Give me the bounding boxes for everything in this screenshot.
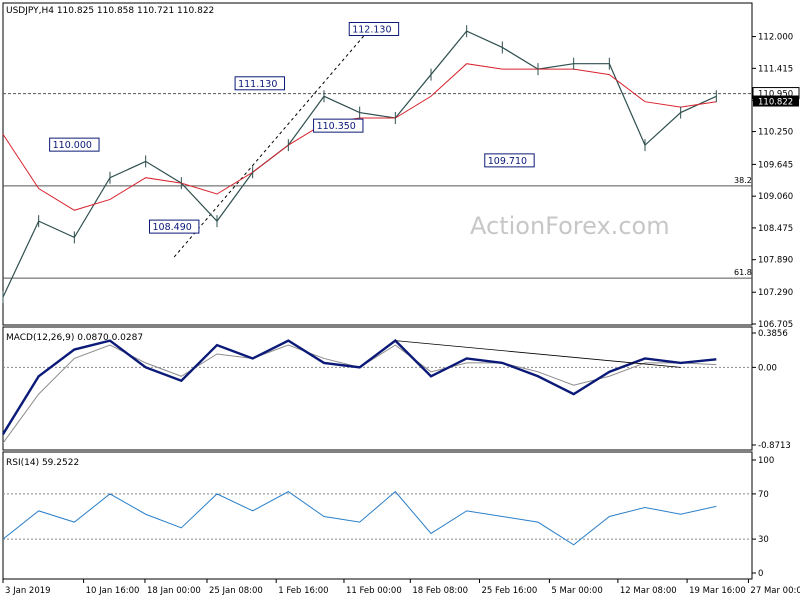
price-layer: 112.000111.415110.825110.250109.645109.0… xyxy=(2,22,800,330)
rsi-layer: 100 70 30 0 xyxy=(2,456,774,579)
swing-label-box xyxy=(348,22,400,37)
last-price-box xyxy=(753,95,799,107)
x-axis-label: 5 Mar 00:00 xyxy=(551,586,602,596)
macd-layer: 0.3856 0.00 -0.8713 xyxy=(1,329,791,451)
price-label: 110.950 xyxy=(758,90,793,100)
macd-tick-label: -0.8713 xyxy=(758,441,791,451)
fib-level-label: 61.8 xyxy=(734,268,752,277)
x-axis: 3 Jan 2019 10 Jan 16:00 18 Jan 00:00 25 Jan… xyxy=(2,579,800,596)
swing-label: 110.350 xyxy=(317,121,356,132)
last-price-label: 110.822 xyxy=(758,98,793,108)
swing-label: 109.710 xyxy=(488,156,527,167)
price-panel-title: USDJPY,H4 110.825 110.858 110.721 110.82… xyxy=(6,6,214,16)
price-tick-label: 107.290 xyxy=(758,288,793,298)
price-tick-label: 111.415 xyxy=(758,64,793,74)
x-axis-label: 27 Mar 00:00 xyxy=(750,586,800,596)
macd-tick-label: 0.00 xyxy=(758,363,777,373)
swing-label-box xyxy=(313,118,364,133)
macd-tick-label: 0.3856 xyxy=(758,329,788,339)
macd-panel-frame xyxy=(2,326,753,451)
macd-panel-title: MACD(12,26,9) 0.0870 0.0287 xyxy=(6,333,143,343)
swing-label: 112.130 xyxy=(352,25,391,36)
watermark: ActionForex.com xyxy=(470,212,670,240)
price-tick-label: 109.060 xyxy=(758,192,793,202)
x-axis-label: 18 Jan 00:00 xyxy=(147,586,201,596)
rsi-tick-label: 0 xyxy=(758,569,763,579)
x-axis-label: 1 Feb 16:00 xyxy=(278,586,328,596)
x-axis-label: 25 Feb 16:00 xyxy=(482,586,538,596)
swing-label-box xyxy=(149,219,200,234)
x-axis-label: 3 Jan 2019 xyxy=(5,586,51,596)
swing-label-box xyxy=(234,76,286,91)
x-axis-label: 10 Jan 16:00 xyxy=(86,586,140,596)
price-tick-label: 108.475 xyxy=(758,224,793,234)
macd-trendline xyxy=(395,340,681,368)
swing-label: 110.000 xyxy=(53,140,92,151)
rsi-tick-label: 100 xyxy=(758,456,774,466)
price-tick-label: 110.250 xyxy=(758,128,793,138)
x-axis-label: 19 Mar 16:00 xyxy=(689,586,746,596)
x-axis-label: 12 Mar 08:00 xyxy=(620,586,677,596)
price-tick-label: 112.000 xyxy=(758,33,793,43)
x-axis-label: 11 Feb 00:00 xyxy=(346,586,402,596)
rsi-tick-label: 30 xyxy=(758,535,769,545)
swing-label-box xyxy=(484,153,535,168)
macd-line xyxy=(1,339,717,435)
x-axis-label: 18 Feb 08:00 xyxy=(412,586,468,596)
price-tick-label: 106.705 xyxy=(758,320,793,330)
swing-label-box xyxy=(49,137,100,152)
rsi-panel-frame xyxy=(2,451,753,580)
rsi-tick-label: 70 xyxy=(758,490,769,500)
x-axis-label: 25 Jan 08:00 xyxy=(209,586,263,596)
fib-level-label: 38.2 xyxy=(734,176,752,185)
price-tick-label: 107.890 xyxy=(758,256,793,266)
rsi-panel-title: RSI(14) 59.2522 xyxy=(6,458,79,468)
swing-label: 108.490 xyxy=(153,222,192,233)
rsi-line xyxy=(2,490,717,546)
price-tick-label: 109.645 xyxy=(758,160,793,170)
swing-label: 111.130 xyxy=(238,79,277,90)
